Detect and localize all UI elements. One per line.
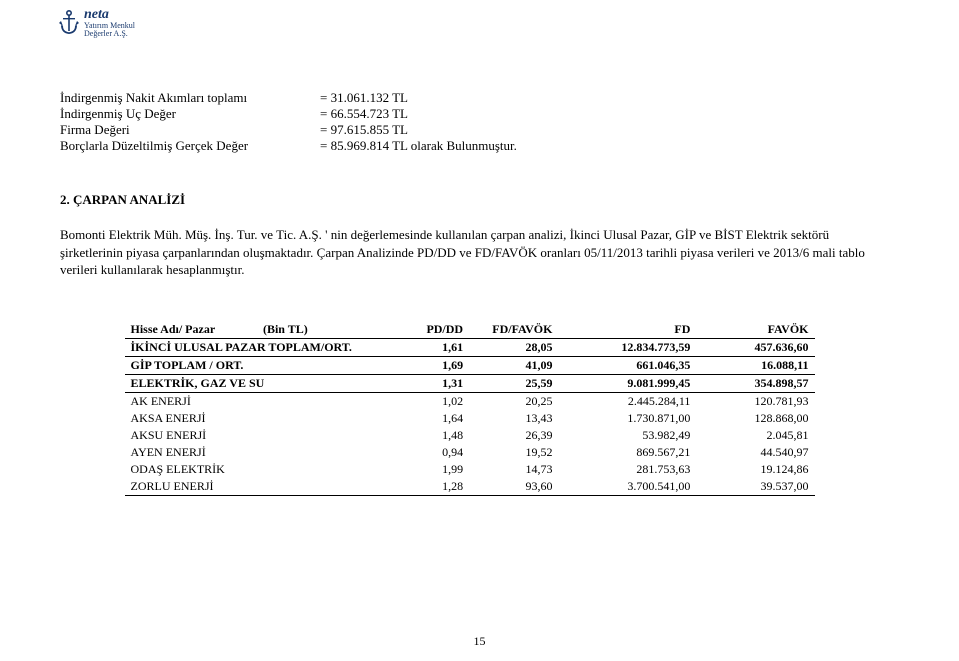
kv-row: Firma Değeri = 97.615.855 TL [60, 122, 580, 138]
row-value: 1,31 [400, 374, 469, 392]
row-value: 13,43 [469, 410, 558, 427]
kv-value: = 66.554.723 TL [320, 106, 408, 122]
row-value: 120.781,93 [696, 392, 814, 410]
row-value: 9.081.999,45 [558, 374, 696, 392]
kv-row: Borçlarla Düzeltilmiş Gerçek Değer = 85.… [60, 138, 580, 154]
logo: neta Yatırım Menkul Değerler A.Ş. [58, 8, 135, 38]
row-value: 1,28 [400, 478, 469, 496]
anchor-icon [58, 9, 80, 37]
multiples-table: Hisse Adı/ Pazar (Bin TL) PD/DD FD/FAVÖK… [125, 321, 815, 496]
row-value: 53.982,49 [558, 427, 696, 444]
row-value: 0,94 [400, 444, 469, 461]
kv-label: İndirgenmiş Uç Değer [60, 106, 320, 122]
kv-label: İndirgenmiş Nakit Akımları toplamı [60, 90, 320, 106]
table-row: İKİNCİ ULUSAL PAZAR TOPLAM/ORT.1,6128,05… [125, 338, 815, 356]
row-value: 19,52 [469, 444, 558, 461]
table-header-col: FAVÖK [696, 321, 814, 339]
row-value: 41,09 [469, 356, 558, 374]
row-value: 1,02 [400, 392, 469, 410]
key-value-block: İndirgenmiş Nakit Akımları toplamı = 31.… [60, 90, 580, 154]
row-name: ZORLU ENERJİ [125, 478, 400, 496]
section-heading: 2. ÇARPAN ANALİZİ [60, 192, 879, 208]
row-name: AK ENERJİ [125, 392, 400, 410]
row-name: ODAŞ ELEKTRİK [125, 461, 400, 478]
page-number: 15 [0, 634, 959, 649]
kv-row: İndirgenmiş Uç Değer = 66.554.723 TL [60, 106, 580, 122]
table-header-col: PD/DD [400, 321, 469, 339]
row-value: 28,05 [469, 338, 558, 356]
row-value: 44.540,97 [696, 444, 814, 461]
table-row: ELEKTRİK, GAZ VE SU1,3125,599.081.999,45… [125, 374, 815, 392]
kv-value: = 85.969.814 TL olarak Bulunmuştur. [320, 138, 517, 154]
row-name: GİP TOPLAM / ORT. [125, 356, 400, 374]
kv-value: = 97.615.855 TL [320, 122, 408, 138]
row-value: 1,61 [400, 338, 469, 356]
row-name: İKİNCİ ULUSAL PAZAR TOPLAM/ORT. [125, 338, 400, 356]
row-value: 2.045,81 [696, 427, 814, 444]
row-value: 1,48 [400, 427, 469, 444]
table-row: ODAŞ ELEKTRİK1,9914,73281.753,6319.124,8… [125, 461, 815, 478]
row-value: 26,39 [469, 427, 558, 444]
kv-value: = 31.061.132 TL [320, 90, 408, 106]
row-value: 20,25 [469, 392, 558, 410]
row-value: 19.124,86 [696, 461, 814, 478]
row-value: 3.700.541,00 [558, 478, 696, 496]
table-header-row: Hisse Adı/ Pazar (Bin TL) PD/DD FD/FAVÖK… [125, 321, 815, 339]
row-value: 16.088,11 [696, 356, 814, 374]
table-row: AYEN ENERJİ0,9419,52869.567,2144.540,97 [125, 444, 815, 461]
table-header-name: Hisse Adı/ Pazar (Bin TL) [125, 321, 400, 339]
row-name: ELEKTRİK, GAZ VE SU [125, 374, 400, 392]
row-value: 93,60 [469, 478, 558, 496]
row-value: 1,64 [400, 410, 469, 427]
row-value: 1,69 [400, 356, 469, 374]
row-value: 2.445.284,11 [558, 392, 696, 410]
table-row: AKSA ENERJİ1,6413,431.730.871,00128.868,… [125, 410, 815, 427]
table-row: AK ENERJİ1,0220,252.445.284,11120.781,93 [125, 392, 815, 410]
row-value: 457.636,60 [696, 338, 814, 356]
table-header-col: FD/FAVÖK [469, 321, 558, 339]
row-value: 354.898,57 [696, 374, 814, 392]
row-name: AKSU ENERJİ [125, 427, 400, 444]
row-value: 281.753,63 [558, 461, 696, 478]
table-header-col: FD [558, 321, 696, 339]
table-row: AKSU ENERJİ1,4826,3953.982,492.045,81 [125, 427, 815, 444]
row-value: 128.868,00 [696, 410, 814, 427]
table-row: ZORLU ENERJİ1,2893,603.700.541,0039.537,… [125, 478, 815, 496]
body-paragraph: Bomonti Elektrik Müh. Müş. İnş. Tur. ve … [60, 226, 879, 279]
kv-label: Borçlarla Düzeltilmiş Gerçek Değer [60, 138, 320, 154]
row-value: 25,59 [469, 374, 558, 392]
logo-brand: neta [84, 8, 135, 22]
table-row: GİP TOPLAM / ORT.1,6941,09661.046,3516.0… [125, 356, 815, 374]
row-value: 1.730.871,00 [558, 410, 696, 427]
row-name: AKSA ENERJİ [125, 410, 400, 427]
row-value: 12.834.773,59 [558, 338, 696, 356]
row-name: AYEN ENERJİ [125, 444, 400, 461]
row-value: 14,73 [469, 461, 558, 478]
logo-sub2: Değerler A.Ş. [84, 30, 135, 38]
row-value: 39.537,00 [696, 478, 814, 496]
kv-row: İndirgenmiş Nakit Akımları toplamı = 31.… [60, 90, 580, 106]
header-left-a: Hisse Adı/ Pazar [131, 322, 215, 336]
row-value: 661.046,35 [558, 356, 696, 374]
header-left-b: (Bin TL) [263, 322, 308, 336]
row-value: 1,99 [400, 461, 469, 478]
row-value: 869.567,21 [558, 444, 696, 461]
kv-label: Firma Değeri [60, 122, 320, 138]
